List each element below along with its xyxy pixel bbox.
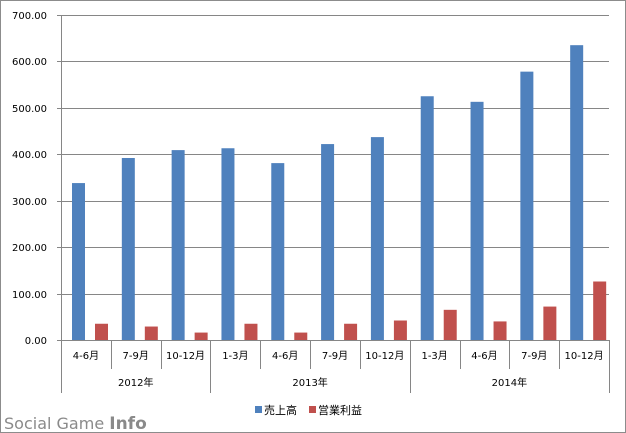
- y-tick-label: 200.00: [12, 243, 47, 254]
- bar-営業利益-1: [95, 323, 108, 340]
- bar-売上高-6: [321, 144, 335, 340]
- category-label: 4-6月: [73, 350, 99, 362]
- group-label: 2013年: [292, 376, 327, 389]
- legend-label: 売上高: [264, 403, 297, 417]
- y-tick-label: 700.00: [12, 11, 47, 22]
- bar-売上高-1: [72, 183, 85, 340]
- bar-売上高-9: [470, 101, 484, 340]
- bar-営業利益-5: [294, 332, 308, 340]
- bar-営業利益-3: [194, 332, 208, 340]
- group-label: 2012年: [118, 376, 153, 389]
- y-tick-label: 100.00: [12, 290, 47, 301]
- legend-label: 営業利益: [318, 403, 362, 417]
- y-tick-label: 300.00: [12, 197, 47, 208]
- bar-営業利益-4: [244, 323, 258, 340]
- legend-swatch: [255, 406, 262, 413]
- axes: [57, 15, 610, 393]
- category-label: 7-9月: [521, 350, 547, 362]
- category-label: 4-6月: [272, 350, 298, 362]
- category-label: 10-12月: [166, 350, 205, 362]
- bar-売上高-7: [370, 137, 384, 340]
- bar-売上高-8: [420, 96, 434, 340]
- bar-営業利益-11: [593, 281, 607, 340]
- bar-売上高-11: [570, 45, 584, 341]
- bar-営業利益-10: [543, 306, 557, 340]
- bar-売上高-4: [221, 148, 235, 340]
- y-tick-label: 0.00: [25, 336, 47, 347]
- category-label: 1-3月: [421, 350, 447, 362]
- bars: [72, 45, 607, 341]
- watermark-social-text: Social Game: [4, 414, 109, 433]
- bar-営業利益-8: [443, 309, 457, 340]
- gridlines: [61, 15, 609, 295]
- watermark: Social Game Info: [4, 414, 147, 433]
- category-label: 10-12月: [565, 350, 604, 362]
- category-label: 1-3月: [222, 350, 248, 362]
- bar-売上高-10: [520, 71, 534, 341]
- category-label: 10-12月: [365, 350, 404, 362]
- y-tick-label: 600.00: [12, 57, 47, 68]
- x-axis-ticks: 4-6月 7-9月 10-12月 1-3月 4-6月 7-9月 10-12月 1-3月 4-6月…: [73, 350, 604, 389]
- y-tick-label: 400.00: [12, 150, 47, 161]
- category-label: 4-6月: [471, 350, 497, 362]
- legend-swatch: [309, 406, 316, 413]
- bar-営業利益-9: [493, 321, 507, 340]
- bar-売上高-2: [121, 158, 135, 340]
- bar-売上高-5: [271, 163, 285, 340]
- bar-営業利益-2: [144, 326, 158, 340]
- y-tick-label: 500.00: [12, 104, 47, 115]
- category-label: 7-9月: [322, 350, 348, 362]
- bar-営業利益-6: [344, 323, 358, 340]
- group-label: 2014年: [492, 376, 527, 389]
- bar-売上高-3: [171, 150, 185, 340]
- legend: 売上高 営業利益: [255, 403, 362, 417]
- watermark-info-text: Info: [109, 414, 147, 433]
- category-label: 7-9月: [123, 350, 149, 362]
- bar-営業利益-7: [393, 320, 407, 340]
- y-axis-ticks: 0.00 100.00 200.00 300.00 400.00 500.00 600.00…: [12, 11, 47, 347]
